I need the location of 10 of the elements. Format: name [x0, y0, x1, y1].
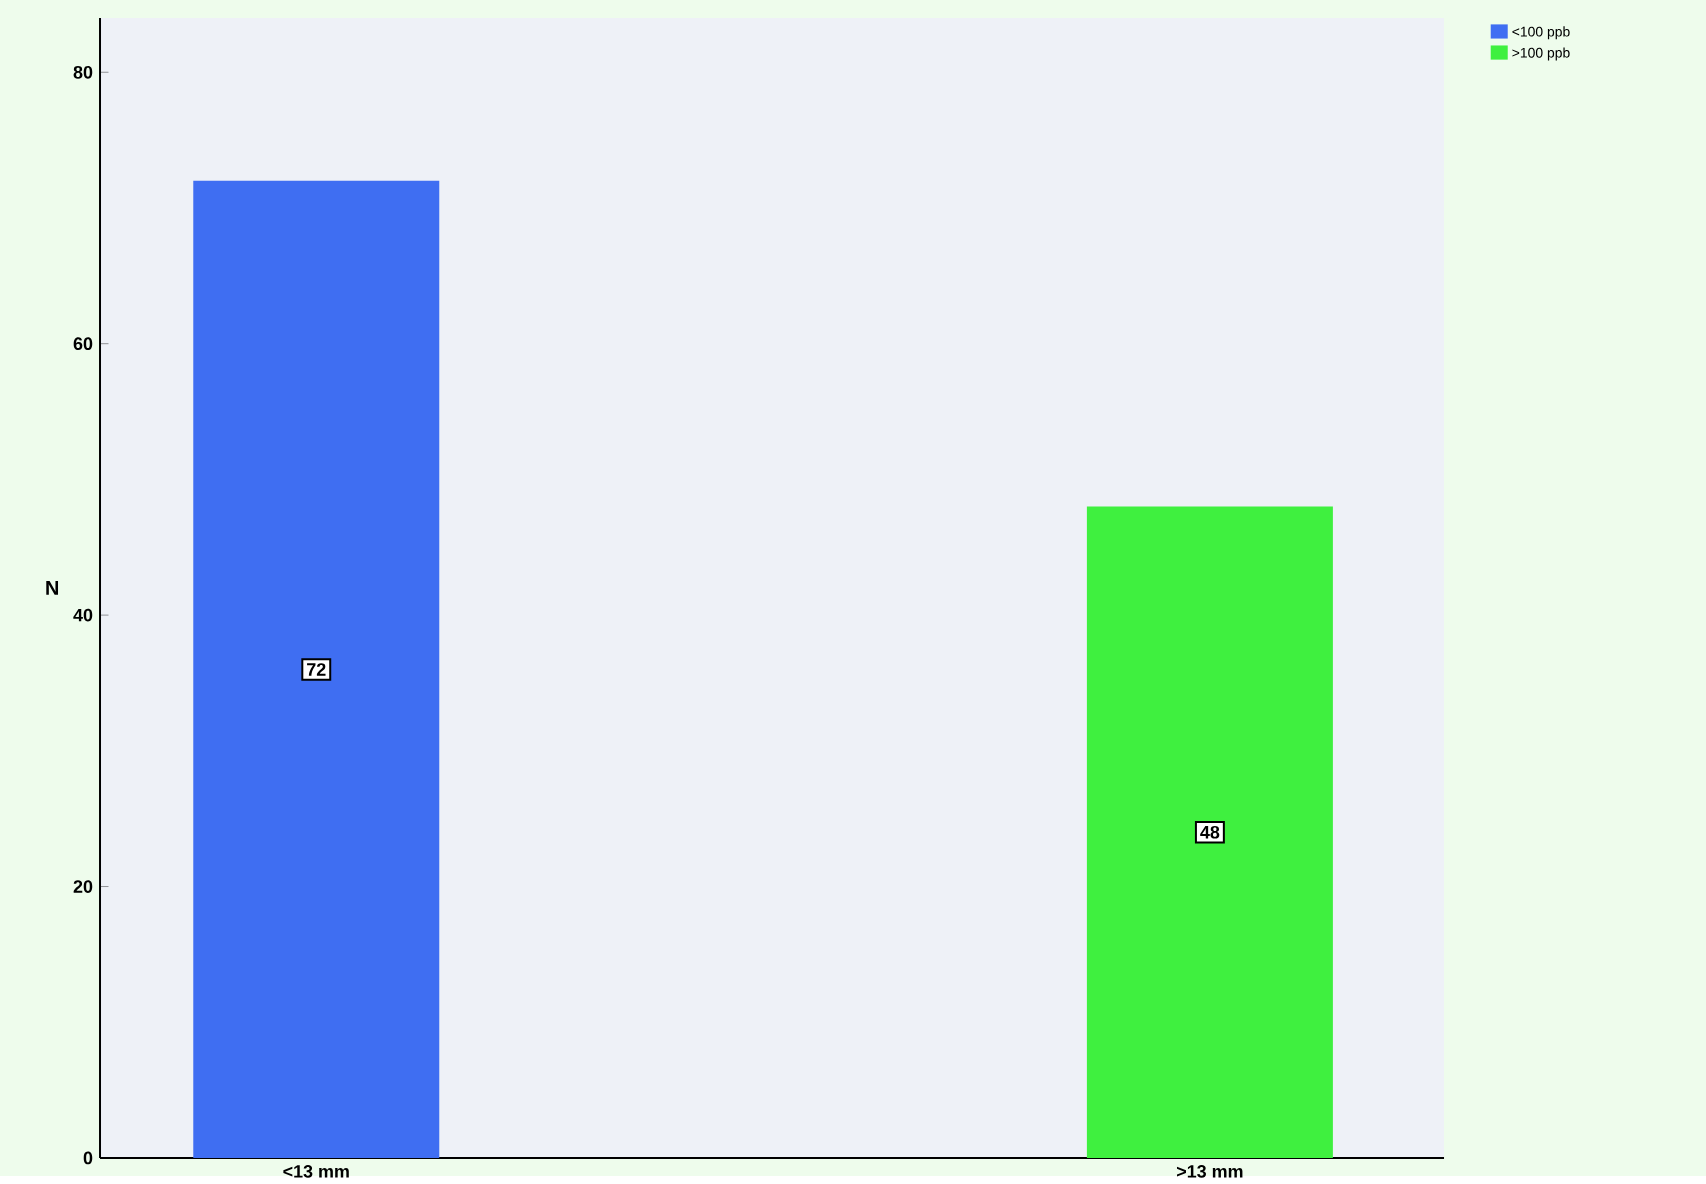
y-tick-label: 40: [73, 608, 93, 622]
y-axis-title: N: [46, 580, 59, 595]
y-tick-label: 20: [73, 880, 93, 893]
x-tick-label: <13 mm: [283, 1164, 349, 1178]
y-tick-label: 0: [83, 1151, 93, 1165]
y-tick-label: 80: [73, 65, 93, 79]
y-tick-label: 60: [73, 337, 93, 350]
x-tick-label: >13 mm: [1176, 1164, 1243, 1178]
data-label: 72: [307, 662, 326, 676]
data-label: 48: [1200, 825, 1220, 839]
